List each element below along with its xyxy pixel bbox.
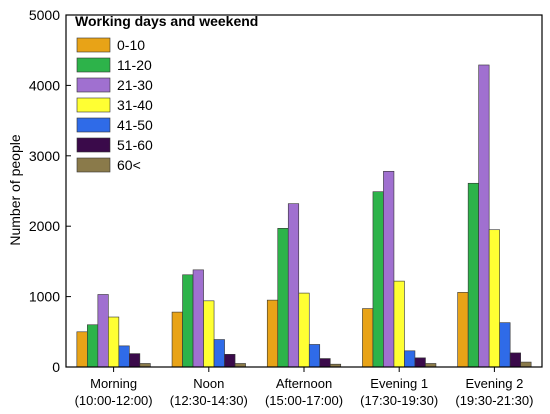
bar <box>224 354 236 368</box>
bar <box>414 357 426 368</box>
bar <box>298 292 310 368</box>
bar <box>467 182 479 368</box>
x-tick-label: Evening 1 <box>370 376 428 391</box>
x-tick-label: (12:30-14:30) <box>170 393 248 408</box>
bar <box>171 311 183 368</box>
y-axis-label: Number of people <box>7 134 23 246</box>
legend-label: 60< <box>117 157 141 173</box>
legend-swatch <box>76 137 111 153</box>
bar <box>182 274 194 368</box>
y-axis-ticks: 0 1000 2000 3000 4000 5000 <box>29 7 71 375</box>
bar <box>76 331 88 368</box>
bar <box>383 170 395 368</box>
bar <box>478 64 490 368</box>
y-tick-label: 4000 <box>29 77 60 93</box>
legend-swatch <box>76 117 111 133</box>
bar <box>213 339 225 368</box>
bar <box>457 292 469 368</box>
x-tick-label: Morning <box>90 376 137 391</box>
bar <box>404 350 416 368</box>
x-tick-label: (15:00-17:00) <box>265 393 343 408</box>
legend: Working days and weekend 0-10 11-20 21-30 3… <box>75 13 258 173</box>
y-tick-label: 2000 <box>29 218 60 234</box>
legend-label: 51-60 <box>117 137 153 153</box>
y-tick-label: 0 <box>52 359 60 375</box>
x-tick-label: (10:00-12:00) <box>75 393 153 408</box>
bar <box>192 269 204 368</box>
bar <box>118 345 130 368</box>
x-tick-label: (17:30-19:30) <box>360 393 438 408</box>
bar <box>362 308 374 368</box>
bar <box>87 324 99 368</box>
bar <box>499 322 511 368</box>
y-tick-label: 1000 <box>29 289 60 305</box>
bar <box>203 300 215 368</box>
legend-label: 21-30 <box>117 77 153 93</box>
bar <box>520 361 532 368</box>
legend-swatch <box>76 77 111 93</box>
y-tick-label: 3000 <box>29 148 60 164</box>
legend-swatch <box>76 97 111 113</box>
bar <box>372 191 384 368</box>
x-tick-label: Evening 2 <box>465 376 523 391</box>
legend-label: 11-20 <box>117 57 152 73</box>
legend-label: 41-50 <box>117 117 153 133</box>
y-tick-label: 5000 <box>29 7 60 23</box>
legend-swatch <box>76 57 111 73</box>
legend-label: 0-10 <box>117 37 145 53</box>
bar <box>287 203 300 368</box>
legend-swatch <box>76 157 111 173</box>
bar <box>277 228 289 368</box>
bar <box>319 358 331 368</box>
x-tick-label: Noon <box>193 376 224 391</box>
bar <box>97 294 109 368</box>
x-axis-ticks: Morning (10:00-12:00) Noon (12:30-14:30) Aft… <box>75 367 533 408</box>
bar <box>488 229 500 368</box>
x-tick-label: (19:30-21:30) <box>455 393 533 408</box>
bar <box>129 353 141 368</box>
bar <box>308 344 321 368</box>
legend-title: Working days and weekend <box>75 13 258 29</box>
legend-label: 31-40 <box>117 97 153 113</box>
bar <box>393 280 405 368</box>
legend-items: 0-10 11-20 21-30 31-40 41-50 51-60 60< <box>76 37 153 173</box>
legend-swatch <box>76 37 111 53</box>
bar <box>266 299 279 368</box>
bar <box>108 316 120 368</box>
bar <box>509 352 521 368</box>
x-tick-label: Afternoon <box>276 376 332 391</box>
